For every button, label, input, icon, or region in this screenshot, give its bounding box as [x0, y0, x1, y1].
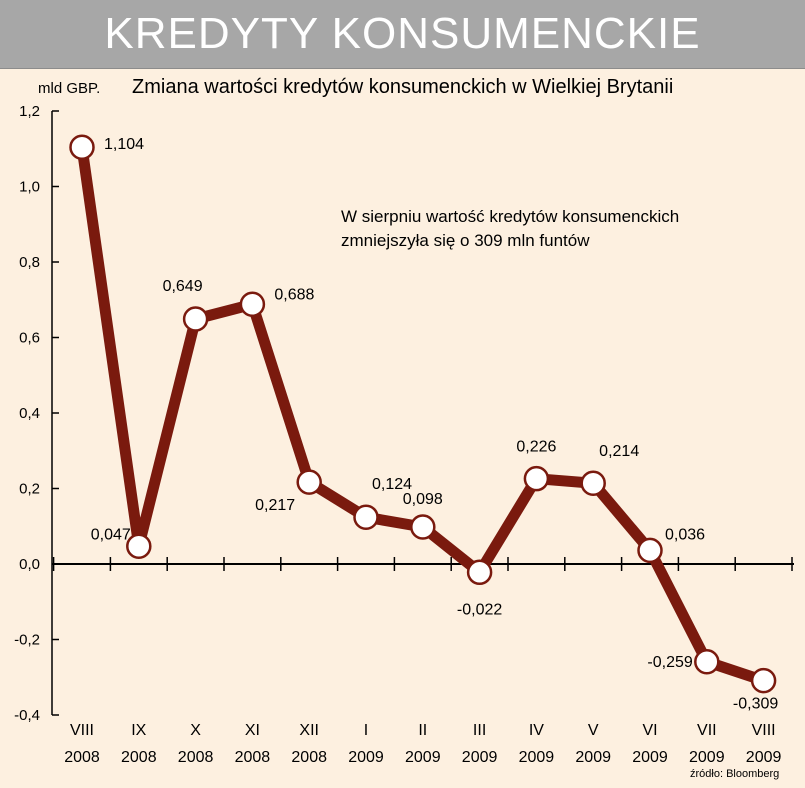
x-tick-label-year: 2009 [462, 749, 498, 766]
data-point [353, 504, 379, 530]
data-label: -0,259 [647, 654, 692, 671]
series-line [76, 141, 770, 687]
header-banner: KREDYTY KONSUMENCKIE [0, 0, 805, 69]
x-tick-label-month: XI [245, 722, 260, 739]
y-tick-label: 0,6 [19, 330, 40, 347]
data-point [580, 470, 606, 496]
x-tick-label-month: VIII [752, 722, 776, 739]
x-tick-label-month: IV [529, 722, 544, 739]
x-tick-label-month: VIII [70, 722, 94, 739]
x-tick-label-year: 2009 [405, 749, 441, 766]
x-tick-label-month: II [418, 722, 427, 739]
data-markers [69, 134, 777, 694]
data-label: 0,214 [599, 443, 639, 460]
banner-title: KREDYTY KONSUMENCKIE [104, 9, 701, 58]
y-tick-label: 0,8 [19, 254, 40, 271]
x-tick-label-year: 2008 [291, 749, 327, 766]
data-label: 1,104 [104, 136, 144, 153]
x-tick-label-year: 2009 [746, 749, 782, 766]
x-tick-label-year: 2008 [121, 749, 157, 766]
x-tick-label-year: 2008 [178, 749, 214, 766]
x-tick-label-year: 2009 [689, 749, 725, 766]
x-tick-label-month: XII [299, 722, 319, 739]
data-label: 0,226 [516, 439, 556, 456]
data-point [750, 667, 777, 694]
x-tick-label-month: I [364, 722, 368, 739]
data-label: 0,649 [163, 278, 203, 295]
annotation-line-2: zmniejszyła się o 309 mln funtów [341, 231, 590, 250]
x-tick-label-month: VII [697, 722, 717, 739]
chart-annotation: W sierpniu wartość kredytów konsumenckic… [341, 205, 761, 253]
y-axis-unit: mld GBP. [38, 80, 101, 97]
x-tick-label-month: VI [642, 722, 657, 739]
x-tick-label-month: X [190, 722, 201, 739]
x-tick-label-year: 2009 [575, 749, 611, 766]
data-label: 0,047 [91, 526, 131, 543]
y-tick-label: 0,0 [19, 556, 40, 573]
y-tick-label: 1,2 [19, 103, 40, 120]
x-tick-label-year: 2008 [235, 749, 271, 766]
x-tick-label-year: 2009 [519, 749, 555, 766]
chart-title: Zmiana wartości kredytów konsumenckich w… [132, 76, 674, 98]
data-point [637, 537, 663, 564]
data-point [410, 514, 436, 540]
axes [51, 110, 794, 716]
y-tick-labels: 1,2 1,0 0,8 0,6 0,4 0,2 0,0 -0,2 -0,4 [14, 103, 40, 724]
data-label: 0,124 [372, 476, 412, 493]
source-note: źródło: Bloomberg [690, 768, 780, 780]
data-label: 0,217 [255, 497, 295, 514]
y-tick-label: 0,2 [19, 481, 40, 498]
x-tick-label-month: IX [131, 722, 146, 739]
x-tick-label-year: 2008 [64, 749, 100, 766]
data-point [296, 469, 322, 495]
x-tick-label-month: V [588, 722, 599, 739]
data-label: 0,688 [274, 286, 314, 303]
y-tick-label: -0,2 [14, 632, 40, 649]
data-label: 0,036 [665, 526, 705, 543]
data-point [466, 559, 493, 586]
y-tick-label: 1,0 [19, 179, 40, 196]
data-point [126, 533, 152, 560]
x-tick-label-month: III [473, 722, 486, 739]
y-tick-label: 0,4 [19, 405, 40, 422]
y-tick-label: -0,4 [14, 707, 40, 724]
data-point [694, 649, 720, 675]
data-label: 0,098 [403, 491, 443, 508]
x-tick-label-year: 2009 [348, 749, 384, 766]
data-point [523, 465, 550, 492]
data-point [182, 306, 209, 332]
data-label: -0,022 [457, 601, 502, 618]
x-tick-labels: VIII2008IX2008X2008XI2008XII2008I2009II2… [64, 722, 781, 766]
data-label: -0,309 [733, 696, 778, 713]
data-point [69, 134, 95, 160]
data-point [239, 291, 266, 318]
annotation-line-1: W sierpniu wartość kredytów konsumenckic… [341, 207, 680, 226]
x-tick-label-year: 2009 [632, 749, 668, 766]
